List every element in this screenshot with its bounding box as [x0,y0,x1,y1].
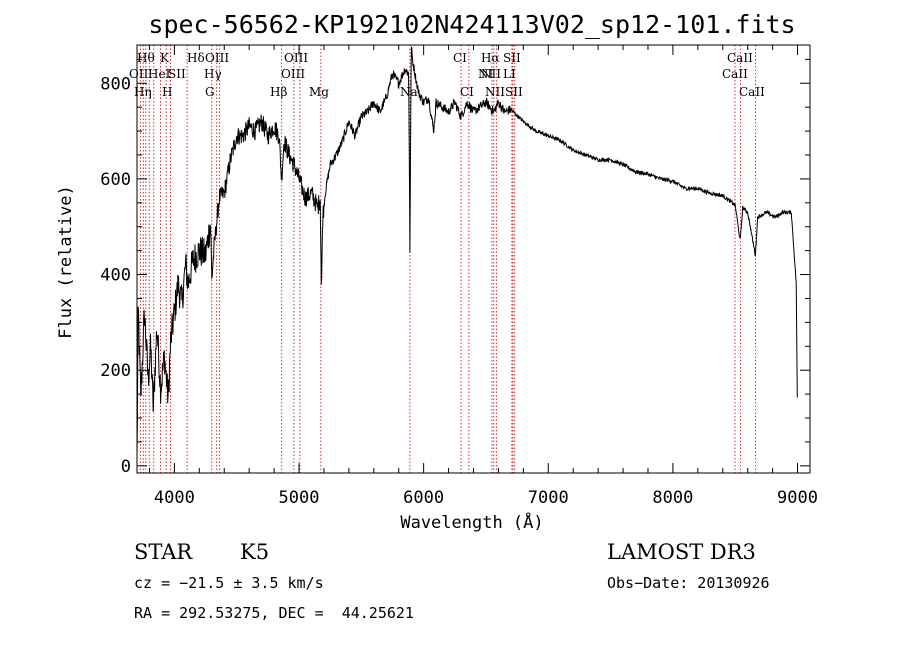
survey-name: LAMOST DR3 [607,540,756,564]
spectral-line-label: LI [503,67,516,81]
spectral-line-label: K [160,51,170,65]
spectral-line-label: SII [503,51,521,65]
spectral-line-label: CaII [727,51,753,65]
spectral-line-label: Mg [309,85,329,99]
y-axis-label: Flux (relative) [56,185,76,339]
spectral-line-label: Hη [134,85,152,99]
y-tick-label: 400 [100,266,131,286]
x-axis-label: Wavelength (Å) [400,511,543,533]
x-tick-label: 7000 [528,488,569,508]
spectral-line-markers [139,45,756,473]
spectral-line-label: Hβ [270,85,287,99]
spectral-line-label: CI [453,51,467,65]
obs-date: Obs−Date: 20130926 [607,574,770,592]
flux-series-line [136,46,798,456]
x-axis: 4000 5000 6000 7000 8000 9000 [148,45,818,508]
spectral-line-label: OIII [205,51,229,65]
y-tick-label: 200 [100,361,131,381]
spectral-line-label: OII [129,67,149,81]
spectral-line-label: CaII [739,85,765,99]
spectral-line-label: Hα [481,51,500,65]
x-tick-label: 5000 [279,488,320,508]
object-subclass: K5 [240,540,270,564]
redshift-text: cz = −21.5 ± 3.5 km/s [134,574,324,592]
spectral-line-label: SII [505,85,523,99]
spectral-line-label: NII [481,67,501,81]
spectral-line-label: NII [485,85,505,99]
spectral-line-label: CaII [722,67,748,81]
coordinates: RA = 292.53275, DEC = 44.25621 [134,604,414,622]
spectral-line-label: SII [168,67,186,81]
y-axis: 0 200 400 600 800 [100,58,810,477]
plot-frame [136,44,811,474]
spectral-line-label: G [205,85,215,99]
spectral-line-label: Hγ [204,67,222,81]
spectral-line-label: OIII [284,51,308,65]
spectral-line-label: NI [478,67,494,81]
spectral-line-label: H [162,85,172,99]
spectral-line-label: HeI [148,67,171,81]
spectral-line-label: CI [460,85,474,99]
x-tick-label: 8000 [652,488,693,508]
spectral-line-label: Hθ [137,51,155,65]
x-tick-label: 4000 [154,488,195,508]
y-tick-label: 600 [100,170,131,190]
y-tick-label: 800 [100,74,131,94]
y-tick-label: 0 [121,457,131,477]
chart-title: spec-56562-KP192102N424113V02_sp12-101.f… [148,10,795,39]
spectral-line-label: Hδ [187,51,205,65]
spectral-line-label: OIII [281,67,305,81]
x-tick-label: 9000 [777,488,818,508]
object-class: STAR [134,540,193,564]
x-tick-label: 6000 [403,488,444,508]
